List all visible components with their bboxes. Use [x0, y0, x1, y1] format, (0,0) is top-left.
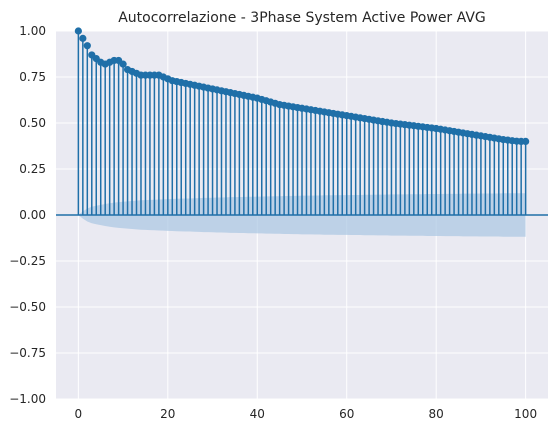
acf-point	[522, 137, 530, 145]
y-tick-label: −0.25	[9, 254, 46, 268]
y-tick-label: 0.25	[19, 162, 46, 176]
acf-stems	[77, 31, 527, 215]
y-tick-label: 0.50	[19, 116, 46, 130]
x-tick-labels: 0 20 40 60 80 100	[75, 407, 538, 421]
x-tick-label: 20	[160, 407, 175, 421]
y-tick-label: −1.00	[9, 392, 46, 406]
y-tick-label: −0.50	[9, 300, 46, 314]
acf-point	[74, 27, 82, 35]
y-tick-label: 0.00	[19, 208, 46, 222]
chart-title: Autocorrelazione - 3Phase System Active …	[118, 10, 486, 26]
y-tick-label: 0.75	[19, 70, 46, 84]
acf-point	[119, 60, 127, 68]
acf-markers	[74, 27, 530, 145]
y-tick-labels: 1.00 0.75 0.50 0.25 0.00 −0.25 −0.50 −0.75 −1.00	[9, 24, 46, 406]
acf-point	[83, 42, 91, 50]
x-tick-label: 100	[514, 407, 537, 421]
y-tick-label: 1.00	[19, 24, 46, 38]
acf-point	[79, 34, 87, 42]
y-tick-label: −0.75	[9, 346, 46, 360]
x-tick-label: 40	[250, 407, 265, 421]
x-tick-label: 0	[75, 407, 83, 421]
x-tick-label: 60	[339, 407, 354, 421]
x-tick-label: 80	[429, 407, 444, 421]
